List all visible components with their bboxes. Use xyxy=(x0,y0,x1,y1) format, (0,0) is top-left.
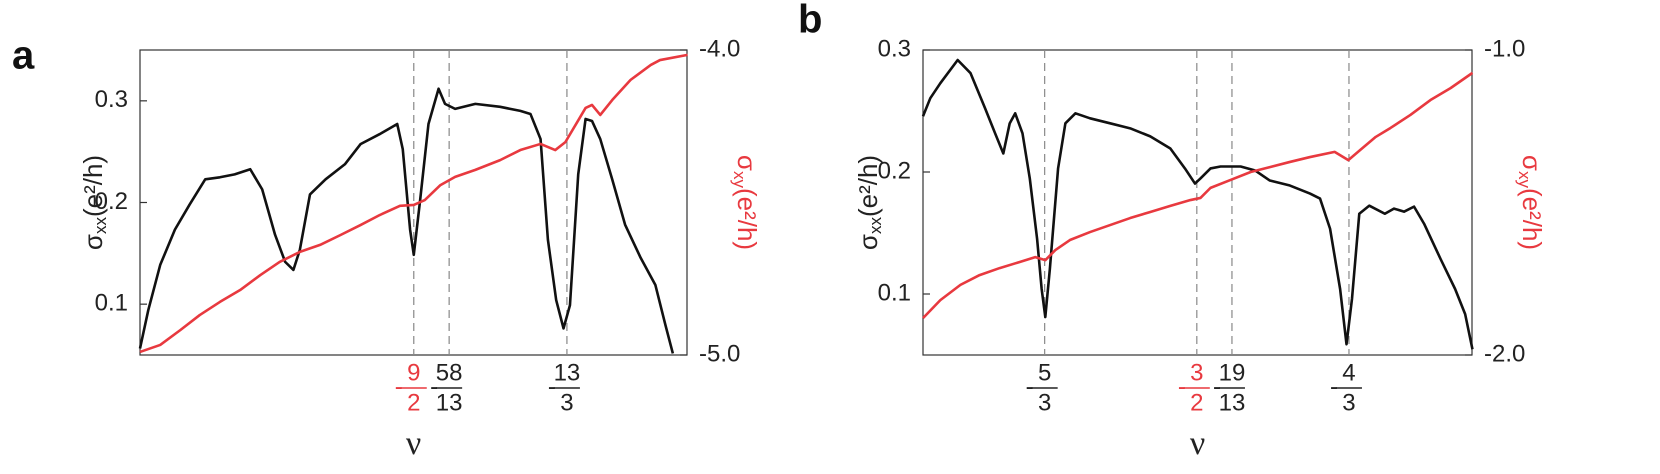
x-tick-sign: - xyxy=(1213,373,1221,400)
label-sub: xx xyxy=(866,217,885,235)
x-tick-sign: - xyxy=(395,373,403,400)
axis-label: σxy(e²/h) xyxy=(730,155,763,250)
x-tick-numerator: 4 xyxy=(1342,359,1355,386)
x-tick-numerator: 3 xyxy=(1190,359,1203,386)
axis-label: σxy(e²/h) xyxy=(1515,155,1548,250)
axis-label: σxx(e²/h) xyxy=(78,155,111,250)
axis-label: σxx(e²/h) xyxy=(853,155,886,250)
x-tick-numerator: 19 xyxy=(1219,359,1246,386)
label-base: σ xyxy=(1517,155,1547,171)
y2-tick-label: -5.0 xyxy=(699,340,740,367)
label-unit: (e²/h) xyxy=(853,155,883,217)
x-tick-denominator: 2 xyxy=(1190,389,1203,416)
panel-letter: b xyxy=(798,0,822,42)
y2-tick-label: -2.0 xyxy=(1484,340,1525,367)
panel-letter: a xyxy=(12,34,35,78)
label-unit: (e²/h) xyxy=(1517,188,1547,250)
x-axis-label: ν xyxy=(1190,425,1205,462)
label-base: σ xyxy=(78,234,108,250)
label-sub: xy xyxy=(1515,171,1534,189)
x-tick-sign: - xyxy=(1330,373,1338,400)
x-tick-numerator: 58 xyxy=(436,359,463,386)
label-base: σ xyxy=(732,155,762,171)
plot-frame xyxy=(922,49,1473,356)
y-tick-label: 0.2 xyxy=(95,188,128,215)
series-line xyxy=(138,87,675,354)
x-tick-numerator: 13 xyxy=(554,359,581,386)
label-unit: (e²/h) xyxy=(732,188,762,250)
x-tick-denominator: 3 xyxy=(1342,389,1355,416)
series-line xyxy=(922,71,1474,319)
label-sub: xy xyxy=(730,171,749,189)
label-base: σ xyxy=(853,234,883,250)
y2-tick-label: -1.0 xyxy=(1484,35,1525,62)
y-tick-label: 0.2 xyxy=(878,157,911,184)
x-tick-denominator: 13 xyxy=(436,389,463,416)
x-axis-label: ν xyxy=(406,425,421,462)
x-tick-denominator: 3 xyxy=(1038,389,1051,416)
x-tick-denominator: 3 xyxy=(560,389,573,416)
x-tick-sign: - xyxy=(430,373,438,400)
series-line xyxy=(139,53,688,354)
y-tick-label: 0.3 xyxy=(878,35,911,62)
y2-tick-label: -4.0 xyxy=(699,35,740,62)
label-sub: xx xyxy=(91,217,110,235)
x-tick-sign: - xyxy=(548,373,556,400)
y-tick-label: 0.3 xyxy=(95,86,128,113)
x-tick-numerator: 5 xyxy=(1038,359,1051,386)
y-tick-label: 0.1 xyxy=(878,279,911,306)
x-tick-denominator: 13 xyxy=(1219,389,1246,416)
x-tick-sign: - xyxy=(1178,373,1186,400)
label-unit: (e²/h) xyxy=(78,155,108,217)
y-tick-label: 0.1 xyxy=(95,290,128,317)
x-tick-denominator: 2 xyxy=(407,389,420,416)
series-line xyxy=(921,58,1474,350)
x-tick-numerator: 9 xyxy=(407,359,420,386)
x-tick-sign: - xyxy=(1026,373,1034,400)
